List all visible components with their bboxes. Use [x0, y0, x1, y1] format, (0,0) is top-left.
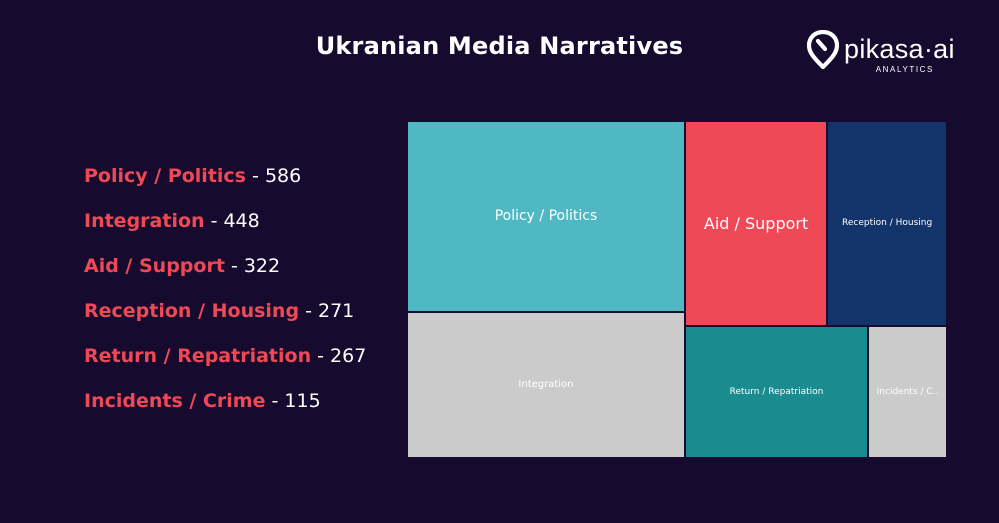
- chart-title: Ukranian Media Narratives: [315, 32, 684, 60]
- legend-label: Integration: [84, 210, 205, 232]
- legend-value: 586: [264, 165, 302, 187]
- treemap-tile-incidents-crime: Incidents / C..: [869, 326, 946, 457]
- legend-separator: -: [311, 345, 331, 367]
- legend-label: Reception / Housing: [84, 300, 300, 322]
- treemap-tile-label: Integration: [518, 379, 574, 391]
- treemap-tile-label: Aid / Support: [703, 213, 809, 233]
- legend-separator: -: [246, 165, 265, 187]
- legend-value: 115: [284, 390, 321, 412]
- treemap-tile-label: Incidents / C..: [876, 386, 939, 397]
- treemap-tile-aid-support: Aid / Support: [685, 122, 827, 325]
- legend-value: 322: [243, 255, 281, 277]
- brand-name: pikasa·ai: [844, 34, 955, 64]
- legend-item-reception-housing: Reception / Housing - 271: [84, 297, 366, 342]
- legend-label: Policy / Politics: [84, 165, 246, 187]
- legend-value: 271: [317, 300, 355, 322]
- legend-separator: -: [265, 390, 285, 412]
- legend-separator: -: [224, 255, 244, 277]
- legend-label: Aid / Support: [84, 255, 225, 277]
- location-pin-icon: [806, 30, 840, 70]
- treemap-tile-label: Policy / Politics: [494, 208, 598, 225]
- legend-item-policy-politics: Policy / Politics - 586: [84, 162, 366, 207]
- legend-value: 267: [330, 345, 367, 367]
- treemap-tile-integration: Integration: [408, 312, 684, 457]
- treemap-chart: Policy / Politics Integration Aid / Suppor…: [407, 121, 947, 458]
- treemap-tile-label: Reception / Housing: [842, 218, 933, 229]
- legend-value: 448: [223, 210, 260, 232]
- treemap-tile-policy-politics: Policy / Politics: [408, 122, 684, 311]
- brand-logo: pikasa·ai ANALYTICS: [806, 30, 976, 78]
- legend-label: Incidents / Crime: [84, 390, 266, 412]
- legend-separator: -: [204, 210, 224, 232]
- treemap-tile-reception-housing: Reception / Housing: [828, 122, 946, 325]
- treemap-tile-label: Return / Repatriation: [729, 386, 824, 397]
- legend-item-aid-support: Aid / Support - 322: [84, 252, 366, 297]
- legend-separator: -: [299, 300, 318, 322]
- legend-item-incidents-crime: Incidents / Crime - 115: [84, 387, 366, 432]
- legend: Policy / Politics - 586 Integration - 448…: [84, 162, 366, 432]
- brand-tagline: ANALYTICS: [875, 65, 934, 74]
- treemap-tile-return-repatriation: Return / Repatriation: [685, 326, 868, 457]
- legend-label: Return / Repatriation: [84, 345, 312, 367]
- legend-item-integration: Integration - 448: [84, 207, 366, 252]
- legend-item-return-repatriation: Return / Repatriation - 267: [84, 342, 366, 387]
